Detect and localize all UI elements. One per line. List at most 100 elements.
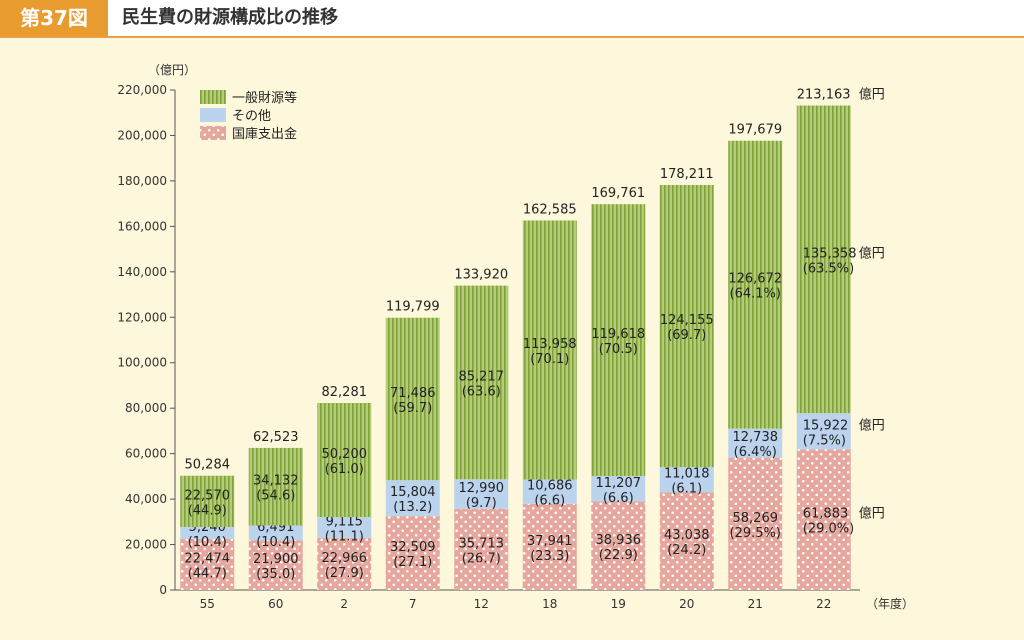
y-tick-label: 160,000 [117, 219, 167, 233]
bar-segment [659, 492, 714, 590]
segment-percent-label: (26.7) [462, 551, 501, 566]
y-tick-label: 0 [159, 583, 167, 597]
segment-percent-label: (22.9) [599, 548, 638, 563]
x-tick-label: 21 [748, 597, 763, 611]
bar-total-label: 133,920 [454, 268, 508, 283]
bars: 22,474(44.7)5,240(10.4)22,570(44.9)50,28… [180, 87, 885, 590]
bar-segment [180, 538, 235, 590]
segment-value-label: 22,474 [185, 551, 231, 566]
bar-total-label: 169,761 [591, 186, 645, 201]
segment-value-label: 21,900 [253, 552, 299, 567]
segment-value-label: 34,132 [253, 474, 299, 489]
segment-percent-label: (54.6) [256, 489, 295, 504]
segment-percent-label: (13.2) [393, 500, 432, 515]
bar-segment [796, 413, 851, 450]
segment-value-label: 22,966 [322, 551, 368, 566]
segment-percent-label: (23.3) [530, 549, 569, 564]
segment-value-label: 12,738 [733, 430, 779, 445]
segment-value-label: 12,990 [459, 481, 505, 496]
bar-segment [454, 285, 509, 480]
segment-value-label: 11,018 [664, 467, 710, 482]
legend-swatch [200, 90, 226, 104]
segment-value-label: 37,941 [527, 534, 573, 549]
bar-segment [591, 501, 646, 590]
bar-segment [248, 540, 303, 590]
bar-segment [659, 467, 714, 493]
segment-value-label: 119,618 [591, 327, 645, 342]
segment-percent-label: (6.6) [534, 494, 565, 509]
bar-segment [659, 184, 714, 468]
x-tick-label: 20 [679, 597, 694, 611]
x-tick-label: 22 [816, 597, 831, 611]
legend-swatch [200, 108, 226, 122]
bar-total-label: 119,799 [386, 300, 440, 315]
segment-unit-label: 億円 [859, 245, 885, 261]
bar-segment [454, 508, 509, 590]
legend-swatch [200, 126, 226, 140]
segment-value-label: 35,713 [459, 536, 505, 551]
bar-segment [180, 527, 235, 539]
segment-percent-label: (64.1%) [730, 287, 781, 302]
segment-percent-label: (63.5%) [803, 261, 854, 276]
bar-total-label: 162,585 [523, 202, 577, 217]
bar-total-label: 50,284 [185, 458, 231, 473]
y-axis-unit-label: （億円） [148, 63, 196, 77]
segment-value-label: 50,200 [322, 447, 368, 462]
y-tick-label: 140,000 [117, 265, 167, 279]
segment-value-label: 38,936 [596, 533, 642, 548]
x-tick-label: 12 [474, 597, 489, 611]
bar-segment [522, 220, 577, 480]
segment-percent-label: (44.7) [188, 566, 227, 581]
segment-value-label: 10,686 [527, 479, 573, 494]
segment-percent-label: (70.5) [599, 342, 638, 357]
bar-segment [317, 517, 372, 538]
segment-value-label: 15,804 [390, 485, 436, 500]
segment-value-label: 124,155 [660, 313, 714, 328]
figure-title: 民生費の財源構成比の推移 [122, 7, 338, 28]
bar-segment [591, 476, 646, 502]
segment-value-label: 22,570 [185, 488, 231, 503]
segment-percent-label: (44.9) [188, 503, 227, 518]
figure-header: 第37図 民生費の財源構成比の推移 [0, 0, 1024, 38]
bar-segment [385, 516, 440, 590]
segment-percent-label: (59.7) [393, 401, 432, 416]
bar-total-label: 213,163 [797, 88, 851, 103]
segment-percent-label: (10.4) [188, 535, 227, 550]
bar-segment [248, 447, 303, 526]
bar-segment [728, 140, 783, 429]
segment-percent-label: (6.4%) [734, 445, 777, 460]
y-tick-label: 220,000 [117, 83, 167, 97]
figure-number-badge: 第37図 [0, 0, 108, 36]
y-tick-label: 20,000 [125, 538, 167, 552]
segment-value-label: 11,207 [596, 476, 642, 491]
segment-percent-label: (10.4) [256, 535, 295, 550]
segment-value-label: 15,922 [803, 418, 849, 433]
segment-unit-label: 億円 [859, 506, 885, 522]
bar-total-unit-label: 億円 [859, 87, 885, 103]
x-tick-label: 2 [340, 597, 348, 611]
bar-segment [796, 105, 851, 414]
segment-value-label: 32,509 [390, 540, 436, 555]
bar-segment [796, 449, 851, 590]
segment-value-label: 9,115 [326, 514, 363, 529]
segment-value-label: 113,958 [523, 337, 577, 352]
x-tick-label: 19 [611, 597, 626, 611]
bar-segment [385, 317, 440, 481]
bar-segment [728, 457, 783, 590]
y-tick-label: 120,000 [117, 310, 167, 324]
bar-total-label: 197,679 [728, 123, 782, 138]
segment-percent-label: (11.1) [325, 529, 364, 544]
axes: 0 20,000 40,000 60,000 80,000 100,000 120,000 1… [117, 83, 860, 611]
bar-segment [728, 428, 783, 458]
segment-value-label: 85,217 [459, 369, 505, 384]
bar-segment [385, 480, 440, 517]
segment-percent-label: (29.0%) [803, 522, 854, 537]
segment-percent-label: (69.7) [667, 328, 706, 343]
y-tick-label: 80,000 [125, 401, 167, 415]
x-tick-label: 60 [268, 597, 283, 611]
segment-value-label: 126,672 [728, 272, 782, 287]
x-tick-label: 55 [200, 597, 215, 611]
segment-value-label: 58,269 [733, 511, 779, 526]
bar-segment [522, 479, 577, 504]
